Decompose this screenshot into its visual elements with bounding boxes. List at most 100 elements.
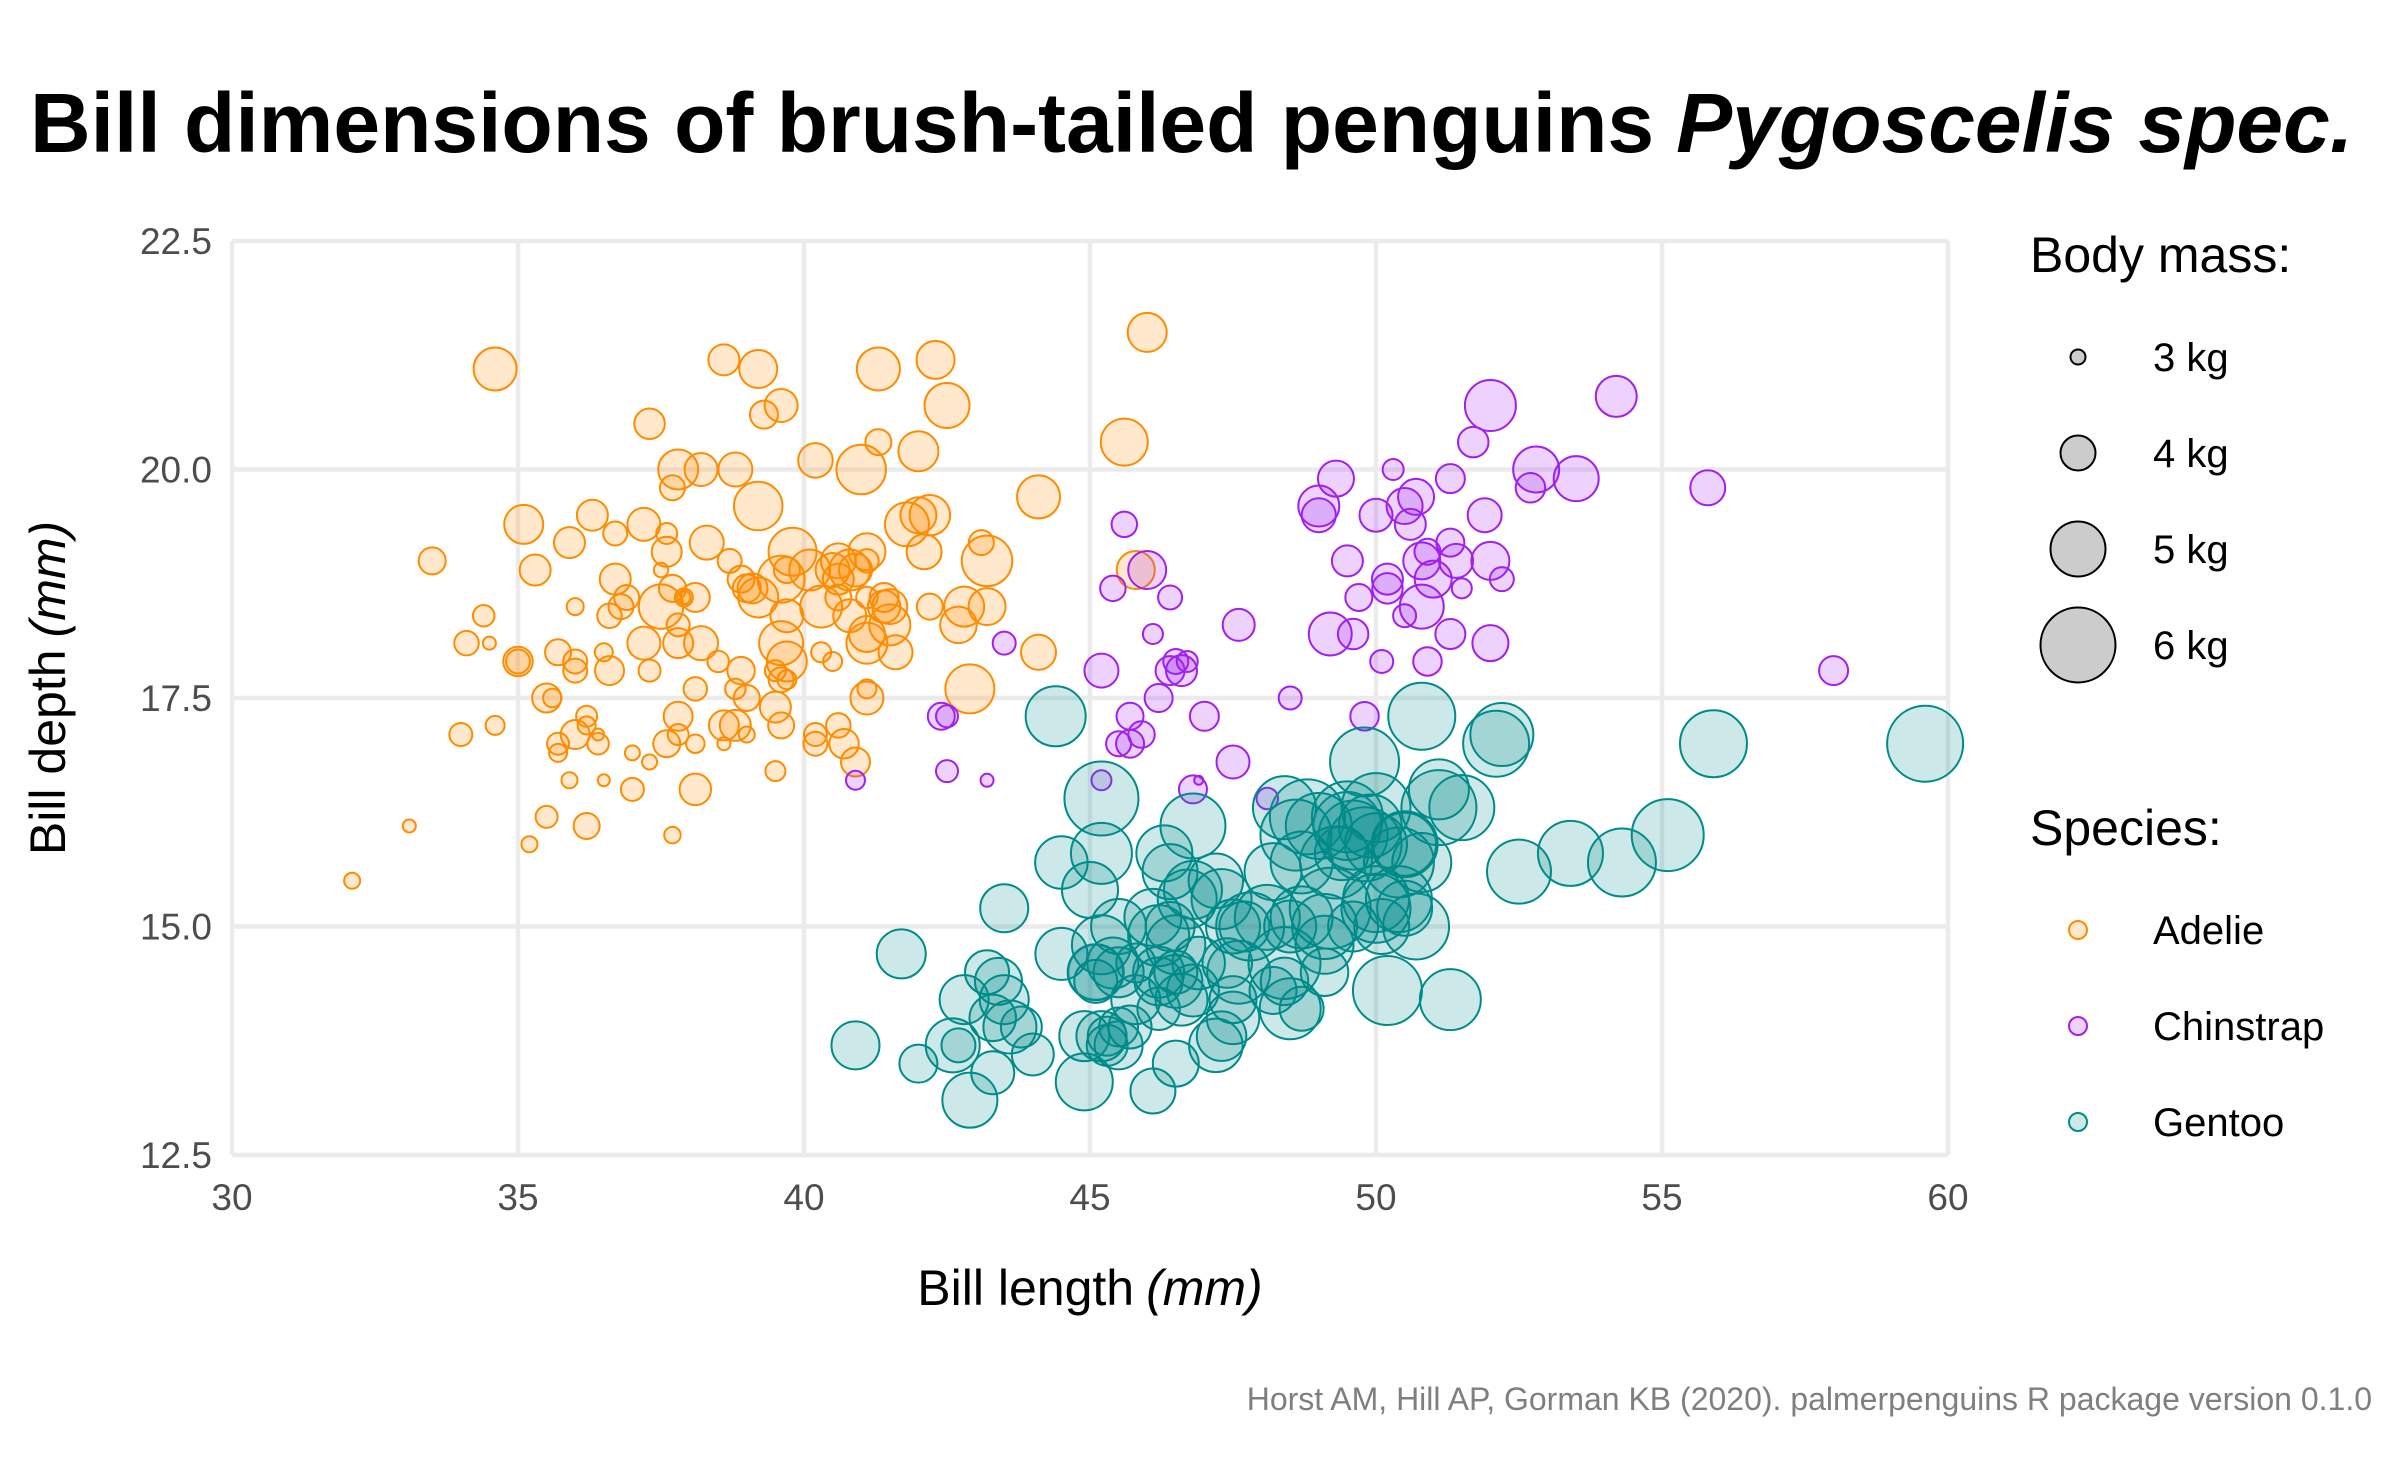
data-point (1344, 582, 1374, 612)
size-legend-key (2039, 606, 2117, 684)
data-point (844, 769, 866, 791)
data-point (626, 625, 662, 661)
data-point (1326, 806, 1403, 883)
data-point (935, 759, 959, 784)
data-point (453, 629, 480, 657)
data-point (688, 524, 725, 561)
data-point (935, 704, 959, 729)
data-point (968, 993, 1018, 1043)
data-point (1586, 827, 1657, 898)
chart-title-main: Bill dimensions of brush-tailed penguins (30, 76, 1654, 170)
x-tick-label: 60 (1927, 1177, 1968, 1218)
data-point (593, 642, 614, 663)
data-point (1126, 311, 1168, 353)
data-point (738, 348, 779, 389)
size-legend-title: Body mass: (2030, 227, 2291, 283)
data-point (1127, 550, 1168, 591)
data-point (973, 956, 1023, 1006)
data-point (663, 825, 682, 845)
data-point (596, 602, 623, 629)
data-point (1358, 497, 1394, 533)
data-point (481, 635, 497, 651)
data-point (1157, 584, 1184, 611)
data-point (1190, 868, 1253, 931)
size-legend-key (2059, 434, 2097, 472)
data-point (1462, 709, 1531, 778)
data-point (658, 474, 686, 502)
data-point (717, 451, 754, 488)
data-point (637, 658, 662, 683)
data-point (1115, 550, 1156, 591)
data-point (594, 655, 626, 687)
color-legend-key-gentoo (2068, 1112, 2088, 1132)
data-point (1428, 774, 1496, 842)
data-point (1188, 1017, 1244, 1074)
data-point (1066, 943, 1125, 1002)
data-point (737, 725, 756, 744)
data-point (1689, 469, 1727, 507)
data-point (662, 627, 695, 660)
data-point (1552, 455, 1600, 503)
x-tick-label: 45 (1069, 1177, 1110, 1218)
data-point (871, 588, 909, 626)
data-point (1463, 379, 1517, 433)
data-point (1233, 883, 1301, 951)
data-point (748, 399, 779, 430)
data-point (542, 687, 563, 709)
data-point (678, 772, 713, 807)
data-point (979, 883, 1030, 934)
data-point (828, 548, 872, 592)
data-point (923, 382, 971, 430)
data-point (1630, 798, 1705, 873)
data-point (1075, 1010, 1128, 1063)
data-point (1034, 926, 1089, 981)
data-point (1291, 893, 1359, 960)
series-adelie (343, 311, 1168, 890)
data-point (1371, 572, 1404, 605)
data-point (1434, 618, 1467, 651)
data-point (830, 1020, 881, 1071)
y-tick-label: 20.0 (140, 450, 212, 491)
data-point (484, 714, 506, 736)
data-point (1488, 566, 1515, 593)
data-point (1392, 603, 1418, 629)
data-point (802, 730, 829, 757)
data-point (1090, 769, 1113, 792)
x-tick-label: 50 (1355, 1177, 1396, 1218)
x-axis-title: Bill length (mm) (917, 1260, 1262, 1316)
data-point (991, 630, 1017, 656)
data-point (1450, 577, 1473, 600)
data-point (967, 529, 995, 557)
data-point (1330, 544, 1364, 578)
data-point (960, 534, 1014, 588)
data-point (552, 526, 586, 560)
y-axis-title: Bill depth (mm) (20, 521, 76, 855)
x-tick-label: 30 (211, 1177, 252, 1218)
data-point (1099, 574, 1127, 603)
data-point (1397, 477, 1436, 516)
data-point (845, 621, 889, 665)
data-point (732, 480, 784, 532)
data-point (855, 346, 901, 392)
x-tick-label: 35 (497, 1177, 538, 1218)
data-point (665, 612, 691, 638)
data-point (864, 428, 893, 457)
data-point (1351, 954, 1423, 1026)
data-point (1514, 472, 1547, 504)
data-point (1154, 655, 1186, 687)
data-point (1438, 542, 1475, 579)
chart-title-italic: Pygoscelis spec. (1676, 76, 2353, 170)
data-point (799, 584, 844, 629)
y-axis-ticks: 12.5 15.0 17.5 20.0 22.5 (140, 221, 212, 1176)
data-point (637, 583, 685, 630)
data-point (797, 442, 834, 479)
size-legend: 3 kg 4 kg 5 kg 6 kg (2039, 336, 2229, 684)
series-chinstrap (844, 374, 1850, 811)
data-point (1171, 935, 1226, 991)
data-point (718, 708, 752, 742)
data-point (1144, 901, 1196, 952)
color-legend-key-adelie (2068, 920, 2088, 940)
data-point (967, 587, 1007, 627)
size-legend-key (2049, 520, 2107, 578)
data-point (650, 535, 683, 568)
